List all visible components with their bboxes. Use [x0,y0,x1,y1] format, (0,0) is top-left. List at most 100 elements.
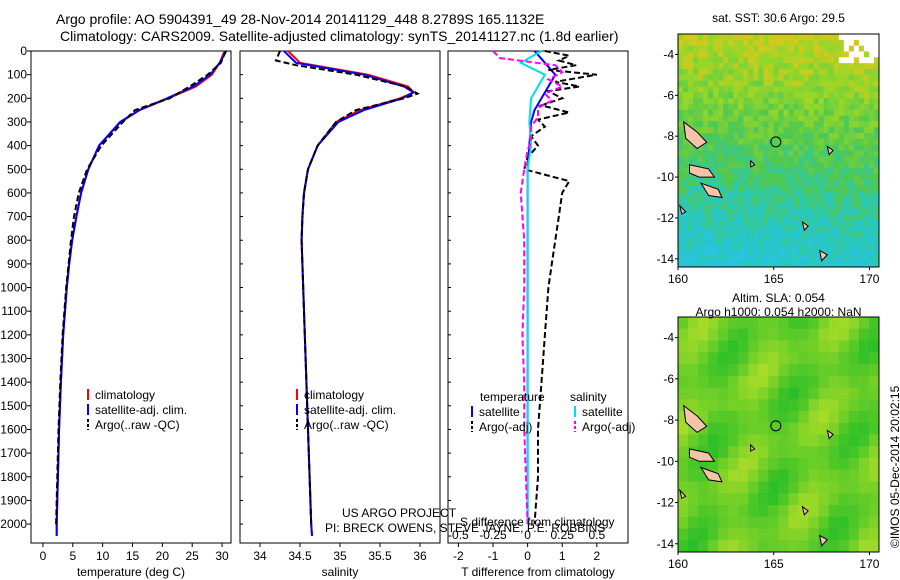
map-cell [803,74,810,82]
map-cell [703,220,709,227]
map-cell [728,86,734,93]
map-cell [678,138,684,146]
map-cell [788,162,794,169]
map-cell [833,167,840,175]
depth-tick-label: 1700 [0,446,27,460]
map-cell [678,226,684,233]
map-cell [863,202,870,210]
map-cell [793,150,800,157]
map-cell [868,185,875,192]
map-cell [808,45,815,52]
map-cell [788,197,794,204]
map-cell [688,74,694,82]
map-cell [788,387,799,400]
map-cell [748,179,754,186]
map-cell [808,115,815,122]
map-cell [683,109,689,116]
map-cell [873,208,880,215]
map-cell [743,167,749,175]
map-cell [768,352,779,365]
map-cell [783,121,789,128]
map-cell [678,434,689,447]
map-cell [818,133,825,140]
map-cell [833,98,840,105]
map-cell [788,144,794,151]
map-cell [818,261,825,268]
map-cell [703,121,709,128]
map-cell [688,352,699,365]
map-y-tick-label: -10 [657,454,675,468]
map-cell [678,127,684,134]
map-y-tick-label: -12 [657,496,675,510]
map-cell [848,208,855,215]
map-cell [838,202,845,210]
map-cell [843,255,850,262]
map-cell [828,121,835,128]
map-cell [753,179,759,186]
map-cell [753,214,759,221]
map-cell [818,185,825,192]
map-cell [823,202,830,210]
map-cell [698,232,704,239]
map-cell [723,51,729,58]
map-cell [863,208,870,215]
map-cell [853,34,860,41]
map-cell [708,57,714,64]
map-cell [718,63,724,70]
map-cell [678,34,684,41]
map-cell [863,255,870,262]
map-cell [718,237,724,245]
map-cell [838,109,845,116]
map-cell [738,179,744,186]
map-cell [678,446,689,459]
map-cell [728,422,739,435]
map-cell [763,57,769,64]
map-cell [813,255,820,262]
map-cell [793,115,800,122]
map-cell [778,505,789,518]
map-cell [778,411,789,424]
island [689,164,716,178]
map-cell [813,74,820,82]
map-cell [763,185,769,192]
map-cell [848,86,855,93]
map-cell [778,317,789,330]
map-cell [718,364,729,377]
map-cell [773,57,779,64]
map-cell [733,162,739,169]
map-cell [708,220,714,227]
map-cell [768,422,779,435]
map-cell [848,422,860,435]
map-cell [738,57,744,64]
map-cell [808,411,820,424]
map-cell [843,138,850,146]
map-cell [743,103,749,111]
map-cell [818,51,825,58]
map-cell [688,220,694,227]
map-cell [708,375,719,388]
map-cell [703,202,709,210]
map-cell [858,74,865,82]
map-cell [828,340,840,353]
map-cell [728,39,734,47]
map-cell [848,127,855,134]
map-cell [718,133,724,140]
map-cell [873,202,880,210]
map-cell [808,317,820,330]
map-cell [688,493,699,506]
map-cell [788,103,794,111]
map-cell [843,214,850,221]
map-cell [778,387,789,400]
map-cell [838,493,850,506]
map-cell [693,92,699,99]
map-cell [823,237,830,245]
map-cell [753,249,759,256]
map-cell [698,226,704,233]
map-cell [808,80,815,87]
map-cell [708,232,714,239]
map-cell [848,399,860,412]
map-cell [768,434,779,447]
map-cell [723,191,729,198]
map-cell [768,86,774,93]
map-cell [738,74,744,82]
